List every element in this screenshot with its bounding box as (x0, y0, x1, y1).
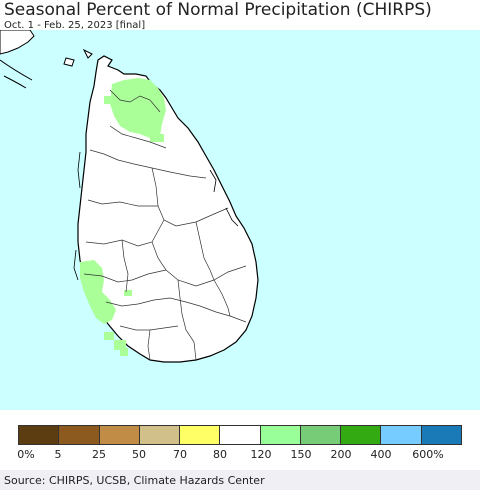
legend-tick: 600% (412, 448, 444, 461)
legend-swatch-4 (180, 426, 221, 444)
legend-swatch-3 (139, 426, 181, 444)
legend-swatch-10 (421, 426, 461, 444)
legend-swatch-6 (260, 426, 301, 444)
map-subtitle: Oct. 1 - Feb. 25, 2023 [final] (4, 20, 146, 31)
map-title: Seasonal Percent of Normal Precipitation… (4, 0, 432, 20)
source-bar: Source: CHIRPS, UCSB, Climate Hazards Ce… (0, 470, 480, 490)
legend-swatch-8 (341, 426, 382, 444)
legend-swatch-9 (381, 426, 422, 444)
legend-tick: 80 (213, 448, 227, 461)
sri-lanka-outline (77, 55, 259, 363)
legend-swatch-5 (220, 426, 261, 444)
island-2 (82, 48, 93, 59)
legend-tick: 0% (17, 448, 35, 461)
legend-tick: 150 (290, 448, 312, 461)
color-legend (18, 425, 462, 445)
precipitation-map (0, 30, 480, 410)
district-boundaries (83, 89, 247, 361)
india-coast (0, 30, 35, 55)
source-text: Source: CHIRPS, UCSB, Climate Hazards Ce… (4, 474, 265, 487)
coastal-lagoons (73, 151, 239, 281)
legend-tick: 70 (173, 448, 187, 461)
legend-tick: 25 (92, 448, 106, 461)
coast-detail (0, 59, 33, 89)
legend-tick: 50 (132, 448, 146, 461)
legend-swatch-1 (59, 426, 100, 444)
above-normal-areas (80, 78, 166, 356)
ocean (0, 30, 480, 410)
legend-swatch-7 (300, 426, 342, 444)
legend-tick: 5 (54, 448, 62, 461)
legend-ticks: 0% 5 25 50 70 80 120 150 200 400 600% (0, 448, 480, 462)
legend-swatch-2 (99, 426, 140, 444)
legend-tick: 400 (370, 448, 392, 461)
island-1 (63, 57, 75, 67)
legend-tick: 200 (330, 448, 352, 461)
legend-tick: 120 (250, 448, 272, 461)
legend-swatch-0 (19, 426, 60, 444)
